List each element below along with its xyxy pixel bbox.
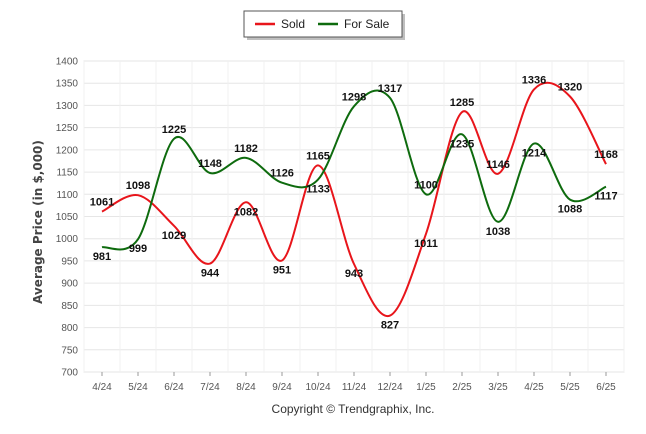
data-label-for-sale: 1317 (378, 83, 402, 95)
data-label-sold: 1029 (162, 230, 186, 242)
y-tick-label: 1000 (56, 234, 79, 245)
y-axis: 700 750 800 850 900 950 1000 1050 1100 1150 1200 12… (56, 57, 79, 379)
data-label-for-sale: 1214 (522, 148, 547, 160)
data-label-for-sale: 1088 (558, 204, 582, 216)
y-tick-label: 900 (61, 279, 78, 290)
x-tick-label: 10/24 (305, 382, 330, 393)
y-tick-label: 1050 (56, 212, 79, 223)
x-tick-label: 5/24 (128, 382, 148, 393)
legend-label-for-sale: For Sale (344, 17, 390, 31)
x-tick-label: 9/24 (272, 382, 292, 393)
data-label-for-sale: 1117 (594, 191, 617, 203)
data-label-sold: 1336 (522, 74, 546, 86)
x-tick-label: 12/24 (377, 382, 402, 393)
data-label-for-sale: 999 (129, 243, 147, 255)
x-tick-label: 8/24 (236, 382, 256, 393)
data-label-sold: 1165 (306, 150, 330, 162)
y-axis-title: Average Price (in $,000) (31, 140, 45, 304)
data-label-for-sale: 1182 (234, 143, 258, 155)
y-tick-label: 800 (61, 323, 78, 334)
y-tick-label: 1100 (56, 190, 78, 201)
y-tick-label: 1250 (56, 123, 79, 134)
x-axis: 4/24 5/24 6/24 7/24 8/24 9/24 10/24 11/24 12/24 1… (92, 372, 616, 393)
x-tick-label: 6/24 (164, 382, 184, 393)
x-tick-label: 5/25 (560, 382, 580, 393)
data-label-for-sale: 1235 (450, 138, 474, 150)
y-tick-label: 1200 (56, 145, 79, 156)
data-label-sold: 944 (201, 268, 220, 280)
data-label-sold: 827 (381, 320, 399, 332)
y-tick-label: 850 (61, 301, 78, 312)
y-tick-label: 1350 (56, 79, 79, 90)
data-label-for-sale: 1038 (486, 226, 510, 238)
series-line-sold (101, 81, 607, 317)
data-label-for-sale: 1298 (342, 91, 366, 103)
y-tick-label: 1400 (56, 57, 79, 68)
x-tick-label: 11/24 (342, 382, 367, 393)
data-label-sold: 1098 (126, 180, 150, 192)
copyright-credit: Copyright © Trendgraphix, Inc. (272, 402, 435, 416)
data-label-sold: 951 (273, 264, 291, 276)
data-labels: 1061 1098 1029 944 1082 951 1165 943 827 1011 1285… (90, 74, 618, 331)
legend-label-sold: Sold (281, 17, 305, 31)
x-tick-label: 1/25 (416, 382, 436, 393)
series-line-for-sale (101, 89, 607, 251)
data-label-for-sale: 1133 (306, 184, 330, 196)
y-tick-label: 750 (61, 345, 78, 356)
y-tick-label: 1150 (56, 168, 78, 179)
data-label-for-sale: 981 (93, 251, 111, 263)
data-label-sold: 1082 (234, 206, 258, 218)
data-label-for-sale: 1126 (270, 168, 294, 180)
series-lines (101, 81, 607, 317)
data-label-sold: 1011 (414, 238, 438, 250)
data-label-sold: 943 (345, 268, 363, 280)
y-tick-label: 950 (61, 256, 78, 267)
x-tick-label: 3/25 (488, 382, 508, 393)
data-label-for-sale: 1225 (162, 124, 186, 136)
x-tick-label: 4/25 (524, 382, 544, 393)
data-label-sold: 1320 (558, 82, 582, 94)
x-tick-label: 4/24 (92, 382, 112, 393)
data-label-for-sale: 1100 (414, 179, 438, 191)
x-tick-label: 6/25 (596, 382, 616, 393)
legend: Sold For Sale (243, 10, 405, 40)
x-tick-label: 7/24 (200, 382, 220, 393)
y-tick-label: 700 (61, 368, 78, 379)
data-label-sold: 1168 (594, 149, 618, 161)
data-label-for-sale: 1148 (198, 158, 222, 170)
y-tick-label: 1300 (56, 101, 79, 112)
data-label-sold: 1285 (450, 97, 474, 109)
data-label-sold: 1061 (90, 197, 114, 209)
data-label-sold: 1146 (486, 159, 510, 171)
x-tick-label: 2/25 (452, 382, 472, 393)
